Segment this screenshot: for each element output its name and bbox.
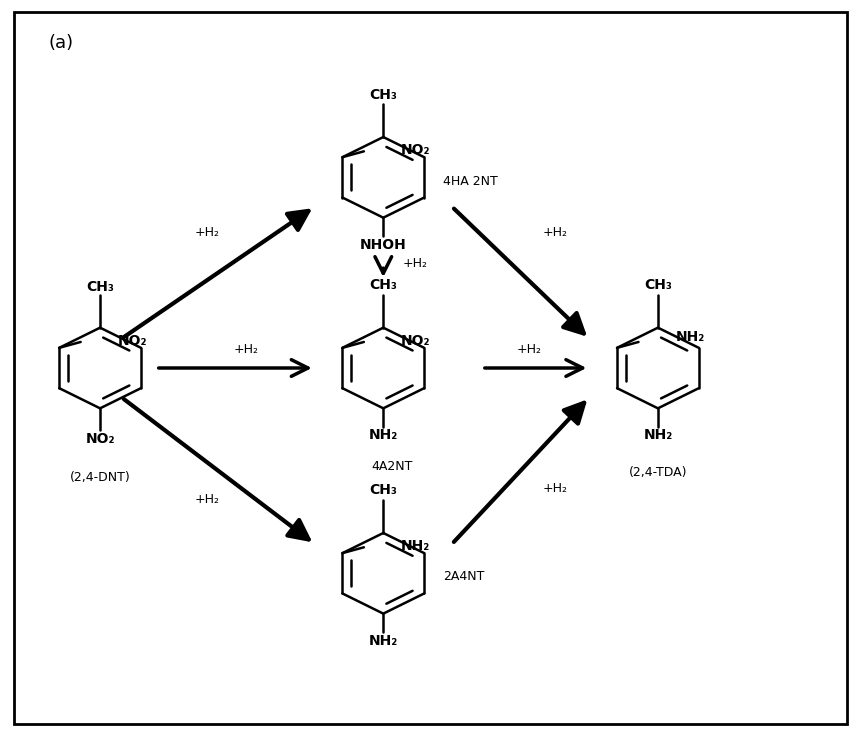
Text: 4A2NT: 4A2NT (371, 461, 412, 473)
Text: 2A4NT: 2A4NT (443, 570, 485, 584)
Text: CH₃: CH₃ (369, 278, 397, 292)
Text: (2,4-TDA): (2,4-TDA) (629, 467, 687, 479)
Text: NO₂: NO₂ (400, 333, 430, 347)
Text: NH₂: NH₂ (643, 428, 672, 442)
Text: +H₂: +H₂ (402, 257, 427, 270)
Text: CH₃: CH₃ (369, 88, 397, 102)
Text: NO₂: NO₂ (85, 432, 115, 446)
Text: (2,4-DNT): (2,4-DNT) (70, 472, 131, 484)
Text: NH₂: NH₂ (675, 330, 704, 344)
Text: NH₂: NH₂ (400, 539, 430, 553)
Text: NH₂: NH₂ (369, 634, 398, 648)
Text: NHOH: NHOH (360, 238, 406, 252)
Text: CH₃: CH₃ (369, 484, 397, 498)
Text: 4HA 2NT: 4HA 2NT (443, 174, 499, 188)
Text: +H₂: +H₂ (195, 493, 220, 506)
Text: +H₂: +H₂ (542, 226, 567, 239)
Text: NO₂: NO₂ (118, 333, 147, 347)
Text: +H₂: +H₂ (233, 343, 258, 356)
Text: (a): (a) (48, 35, 74, 52)
Text: +H₂: +H₂ (195, 226, 220, 239)
Text: NH₂: NH₂ (369, 428, 398, 442)
Text: NO₂: NO₂ (400, 143, 430, 157)
Text: CH₃: CH₃ (644, 278, 672, 292)
Text: +H₂: +H₂ (517, 343, 542, 356)
Text: CH₃: CH₃ (86, 280, 114, 294)
Text: +H₂: +H₂ (542, 483, 567, 495)
